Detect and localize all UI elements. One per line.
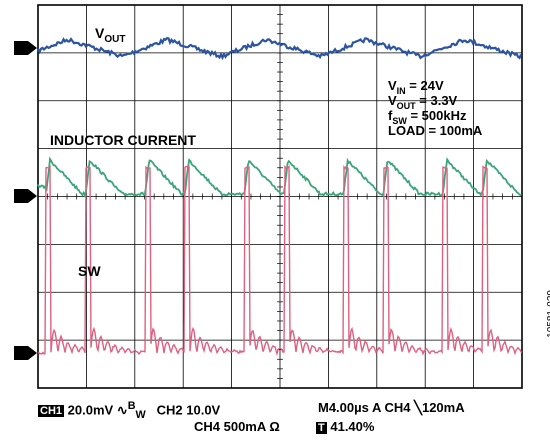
footer-row-2: CH4 500mA Ω (194, 419, 280, 434)
ch2-setting: CH2 10.0V (156, 402, 221, 418)
channel-marker-box (14, 41, 28, 55)
channel-marker-label: 4 (18, 192, 25, 204)
channel-marker-arrow (28, 189, 37, 203)
trigger-position: 41.40% (330, 419, 375, 434)
channel-marker-arrow (28, 41, 37, 55)
condition-annotation: fSW = 500kHz (388, 108, 467, 126)
channel-marker-label: 2 (18, 349, 24, 361)
condition-annotation: LOAD = 100mA (388, 123, 483, 138)
ch1-tag: CH1 (38, 405, 65, 418)
bw-label: B (127, 400, 136, 412)
footer-row-1: CH1 20.0mV ∿BW CH2 10.0V (38, 400, 220, 421)
trigger-tag: T (316, 422, 327, 434)
vout-trace (37, 37, 523, 61)
bw-sub: W (135, 408, 146, 421)
ch1-value: 20.0mV (67, 402, 114, 418)
sw-label: SW (78, 263, 101, 279)
channel-marker-label: 1 (18, 44, 24, 56)
timebase: M4.00µs A CH4 (318, 400, 411, 415)
channel-marker-box (14, 346, 28, 360)
sw-trace (37, 164, 523, 357)
footer-row-2-right: T 41.40% (316, 419, 374, 434)
figure-id: 10581-029 (546, 290, 550, 338)
trigger-slope-icon: ╲ (414, 400, 422, 415)
footer-row-1-right: M4.00µs A CH4 ╲120mA (318, 400, 465, 416)
inductor-current-label: INDUCTOR CURRENT (50, 132, 196, 148)
ch4-setting: CH4 500mA Ω (194, 419, 280, 434)
inductor-current-trace (37, 156, 522, 198)
trigger-level: 120mA (421, 400, 465, 415)
channel-marker-box (14, 189, 28, 203)
channel-marker-arrow (28, 346, 37, 360)
bandwidth-icon: ∿ (116, 402, 128, 418)
